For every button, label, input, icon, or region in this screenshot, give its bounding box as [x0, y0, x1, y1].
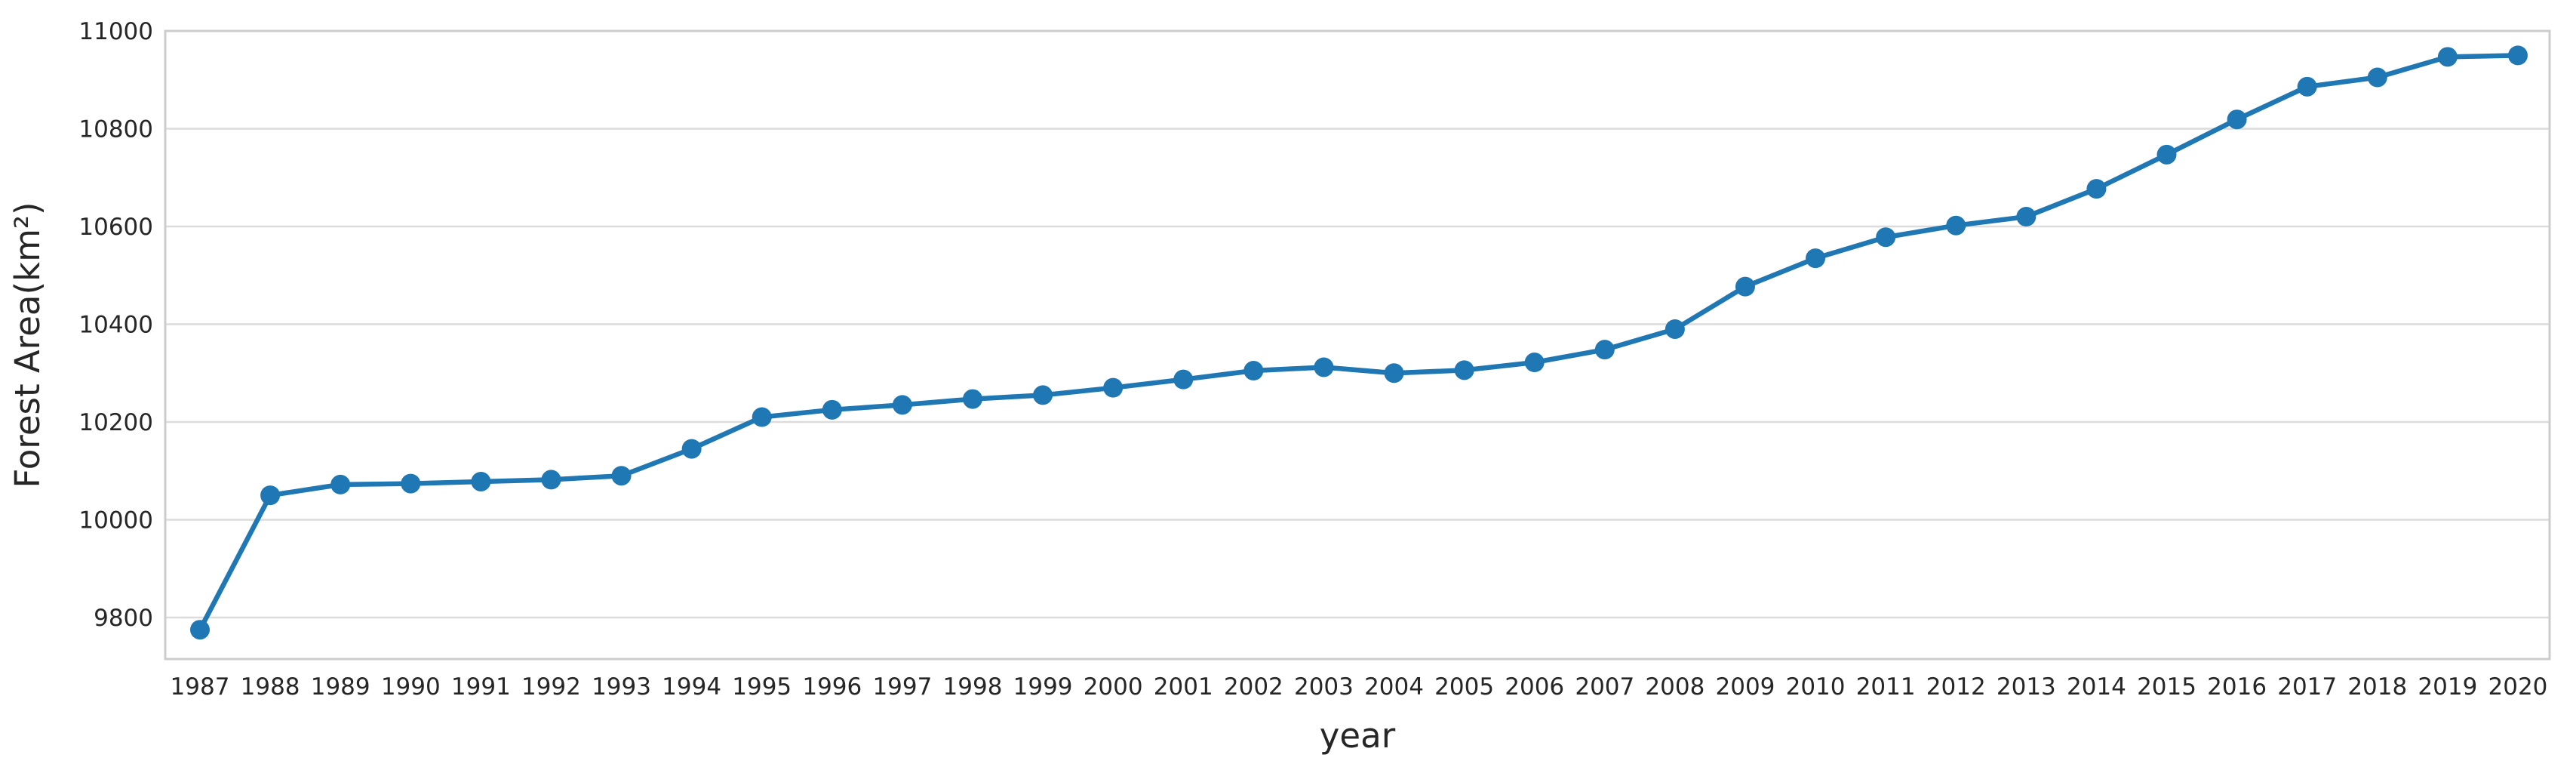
data-point	[1033, 385, 1053, 405]
data-point	[401, 473, 421, 494]
y-axis-label: Forest Area(km²)	[8, 202, 48, 488]
x-tick-label: 2000	[1084, 673, 1143, 701]
data-point	[1103, 377, 1124, 398]
data-point	[260, 485, 281, 506]
x-tick-label: 2007	[1575, 673, 1634, 701]
x-tick-label: 2013	[1997, 673, 2056, 701]
x-tick-label: 2009	[1716, 673, 1775, 701]
x-tick-label: 1998	[943, 673, 1003, 701]
data-point	[892, 395, 912, 415]
data-point	[1735, 276, 1755, 297]
x-tick-label: 2003	[1294, 673, 1354, 701]
x-tick-label: 1994	[662, 673, 721, 701]
x-tick-label: 2019	[2418, 673, 2477, 701]
series-line	[197, 53, 2521, 633]
x-tick-label: 1995	[732, 673, 792, 701]
data-point	[541, 470, 561, 490]
x-tick-label: 1988	[241, 673, 300, 701]
data-point	[2367, 67, 2387, 88]
x-tick-label: 2002	[1224, 673, 1283, 701]
x-tick-label: 2005	[1434, 673, 1494, 701]
x-tick-label: 2004	[1364, 673, 1424, 701]
x-tick-label: 2014	[2067, 673, 2126, 701]
x-tick-label: 2016	[2207, 673, 2267, 701]
data-point	[2437, 47, 2458, 67]
data-point	[1454, 360, 1474, 380]
data-point	[2016, 207, 2037, 227]
x-tick-label: 1990	[381, 673, 441, 701]
x-tick-label: 1992	[521, 673, 581, 701]
x-tick-label: 2011	[1856, 673, 1916, 701]
x-tick-labels: 1987 1988 1989 1990 1991 1992 1993 1994 1995 1996…	[171, 673, 2548, 701]
data-point	[962, 389, 982, 409]
x-tick-label: 1991	[451, 673, 511, 701]
x-tick-label: 1997	[872, 673, 932, 701]
plot-area	[165, 31, 2550, 659]
data-point	[2297, 76, 2317, 97]
data-point	[1946, 215, 1966, 236]
y-tick-label: 10600	[78, 214, 153, 241]
data-point	[190, 620, 210, 640]
x-tick-label: 2001	[1154, 673, 1213, 701]
data-point	[681, 439, 702, 459]
x-tick-label: 1993	[592, 673, 651, 701]
y-tick-labels: 9800 10000 10200 10400 10600 10800 11000	[78, 18, 153, 632]
x-tick-label: 2008	[1645, 673, 1705, 701]
y-tick-label: 11000	[78, 18, 153, 45]
x-tick-label: 1989	[311, 673, 370, 701]
data-point	[1876, 227, 1896, 248]
data-point	[1594, 340, 1615, 360]
data-point	[1384, 363, 1404, 383]
x-tick-label: 2020	[2488, 673, 2548, 701]
x-tick-label: 1999	[1013, 673, 1073, 701]
x-tick-label: 2017	[2277, 673, 2337, 701]
data-point	[1806, 248, 1826, 269]
data-point	[2086, 179, 2107, 199]
y-tick-label: 10400	[78, 312, 153, 339]
data-point	[2227, 109, 2247, 130]
x-tick-label: 2006	[1505, 673, 1564, 701]
data-point	[1173, 369, 1194, 390]
data-series	[190, 45, 2528, 640]
data-point	[1524, 353, 1545, 373]
data-point	[822, 399, 842, 420]
x-tick-label: 1996	[802, 673, 862, 701]
x-tick-label: 2015	[2137, 673, 2196, 701]
data-point	[1665, 319, 1685, 339]
data-point	[752, 407, 772, 427]
x-axis-label: year	[1320, 716, 1396, 756]
data-point	[330, 474, 351, 494]
data-point	[611, 466, 632, 486]
data-point	[1314, 357, 1334, 377]
y-tick-label: 9800	[94, 605, 153, 632]
x-tick-label: 1987	[171, 673, 230, 701]
y-tick-label: 10000	[78, 507, 153, 534]
plot-border	[164, 29, 2551, 661]
y-tick-label: 10200	[78, 409, 153, 436]
data-point	[2507, 45, 2528, 66]
x-tick-label: 2010	[1786, 673, 1846, 701]
data-point	[2156, 144, 2177, 165]
data-point	[1243, 361, 1264, 381]
x-tick-label: 2012	[1926, 673, 1986, 701]
y-tick-label: 10800	[78, 116, 153, 143]
x-tick-label: 2018	[2347, 673, 2407, 701]
data-point	[471, 471, 491, 491]
